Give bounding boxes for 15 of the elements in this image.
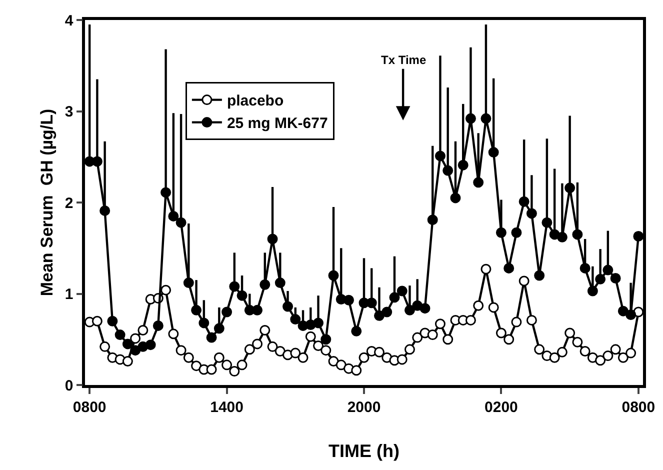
y-tick-label: 3 [64,104,74,120]
y-tick-label: 4 [64,12,74,30]
y-tick-label: 2 [64,194,74,212]
x-tick-label: 0200 [484,398,518,416]
y-tick-label: 1 [64,286,74,303]
legend-label: 25 mg MK-677 [226,115,328,132]
y-tick-label: 0 [64,377,74,394]
x-tick-label: 0800 [622,398,656,416]
x-tick-label: 1400 [210,398,244,416]
annotation: Tx Time [381,53,426,67]
x-axis-title: TIME (h) [328,440,400,461]
x-tick-label: 0800 [72,398,106,416]
x-tick-label: 2000 [347,398,381,416]
y-axis-title: Mean Serum GH (µg/L) [37,108,56,296]
legend-label: placebo [226,92,284,110]
